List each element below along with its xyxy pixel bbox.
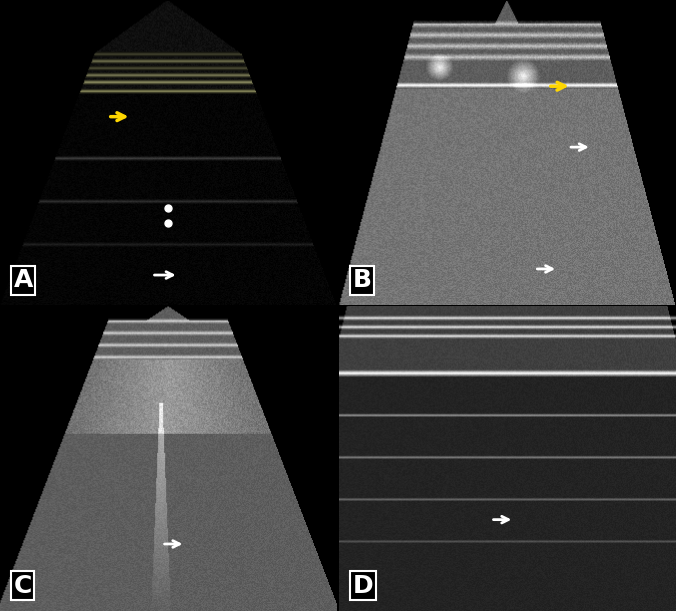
Text: B: B: [352, 268, 372, 292]
Text: C: C: [14, 574, 32, 598]
Text: A: A: [14, 268, 33, 292]
Text: D: D: [352, 574, 373, 598]
